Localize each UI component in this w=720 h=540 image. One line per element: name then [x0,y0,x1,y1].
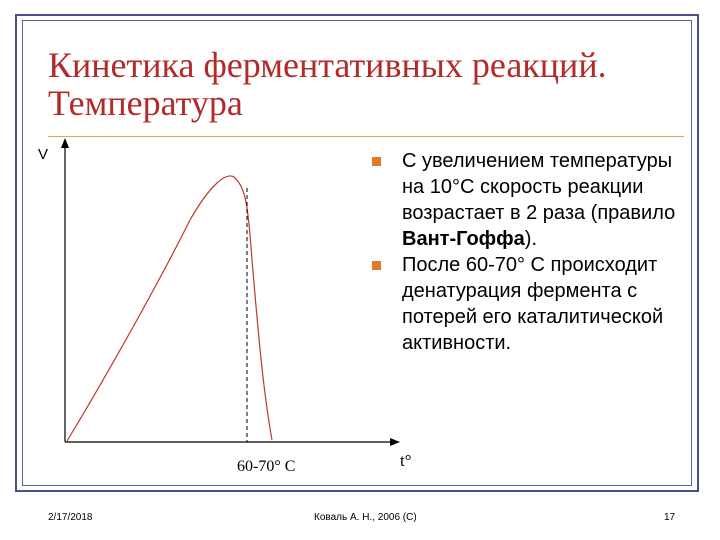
footer-page-number: 17 [664,512,676,523]
slide-title: Кинетика ферментативных реакций. Темпера… [48,46,607,122]
x-axis-label: t° [400,451,412,470]
bullet-list: С увеличением температуры на 10°С скорос… [370,148,690,356]
square-bullet-icon [372,157,381,166]
square-bullet-icon [372,261,381,270]
slide-outer-frame [15,14,699,492]
footer-date: 2/17/2018 [48,512,93,523]
slide-title-line1: Кинетика ферментативных реакций. [48,45,607,85]
bullet-item-1: С увеличением температуры на 10°С скорос… [370,148,690,252]
bullet-item-2: После 60-70° С происходит денатурация фе… [370,252,690,356]
x-axis-arrow [390,438,400,446]
bullet-2-text: После 60-70° С происходит денатурация фе… [402,254,664,354]
slide-title-line2: Температура [48,83,243,123]
reaction-rate-curve [66,175,273,442]
slide-inner-frame [22,20,692,486]
peak-temperature-label: 60-70° C [237,458,295,475]
y-axis-arrow [61,138,69,148]
footer-author: Коваль А. Н., 2006 (C) [314,512,417,523]
bullet-1-bold: Вант-Гоффа [402,228,525,250]
bullet-1-text: С увеличением температуры на 10°С скорос… [402,150,676,224]
bullet-1-post: ). [524,228,538,250]
title-divider [48,136,684,137]
y-axis-label: V [38,146,48,163]
